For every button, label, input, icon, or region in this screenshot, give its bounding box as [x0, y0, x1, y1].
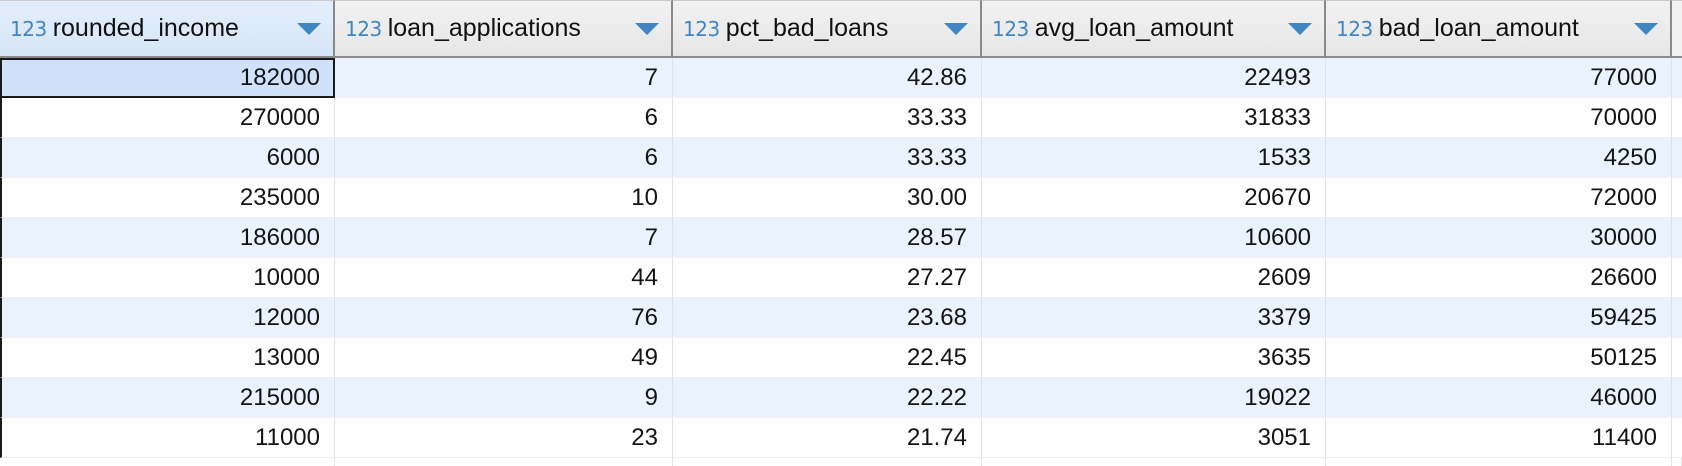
column-header-bad-loan-amount[interactable]: 123 bad_loan_amount: [1326, 0, 1672, 58]
row-filler: [1672, 98, 1682, 138]
sort-dropdown-icon[interactable]: [635, 22, 659, 35]
table-cell-rounded-income[interactable]: 6000: [0, 138, 335, 178]
column-header-label: pct_bad_loans: [725, 14, 889, 42]
table-cell-rounded-income[interactable]: 12000: [0, 298, 335, 338]
sort-dropdown-icon[interactable]: [1634, 22, 1658, 35]
column-header-label: loan_applications: [387, 14, 581, 42]
row-filler: [1672, 298, 1682, 338]
column-header-rounded-income[interactable]: 123 rounded_income: [0, 0, 335, 58]
numeric-type-icon: 123: [683, 16, 720, 41]
table-cell-avg-loan-amount[interactable]: 10600: [982, 218, 1326, 258]
table-cell-rounded-income[interactable]: 186000: [0, 218, 335, 258]
row-filler: [1672, 338, 1682, 378]
table-cell-rounded-income[interactable]: 235000: [0, 178, 335, 218]
table-cell-pct-bad-loans[interactable]: 27.27: [673, 258, 982, 298]
table-cell-bad-loan-amount[interactable]: 72000: [1326, 178, 1672, 218]
table-cell-avg-loan-amount[interactable]: 1533: [982, 138, 1326, 178]
table-cell-bad-loan-amount[interactable]: 4250: [1326, 138, 1672, 178]
table-cell-pct-bad-loans[interactable]: 28.57: [673, 218, 982, 258]
row-filler: [1672, 58, 1682, 98]
table-cell-loan-applications[interactable]: 6: [335, 138, 673, 178]
row-filler: [1672, 418, 1682, 458]
column-header-loan-applications[interactable]: 123 loan_applications: [335, 0, 673, 58]
table-cell-pct-bad-loans[interactable]: 23.68: [673, 298, 982, 338]
header-filler: [1672, 0, 1682, 58]
table-cell-pct-bad-loans[interactable]: 22.45: [673, 338, 982, 378]
table-cell-bad-loan-amount[interactable]: 46000: [1326, 378, 1672, 418]
column-header-pct-bad-loans[interactable]: 123 pct_bad_loans: [673, 0, 982, 58]
table-cell-rounded-income[interactable]: 270000: [0, 98, 335, 138]
table-cell-rounded-income[interactable]: 10000: [0, 258, 335, 298]
table-cell-loan-applications[interactable]: 6: [335, 98, 673, 138]
numeric-type-icon: 123: [10, 16, 47, 41]
table-cell-loan-applications[interactable]: 10: [335, 178, 673, 218]
table-cell-loan-applications[interactable]: 9: [335, 378, 673, 418]
table-cell-pct-bad-loans[interactable]: 30.00: [673, 178, 982, 218]
table-cell-bad-loan-amount[interactable]: 50125: [1326, 338, 1672, 378]
table-cell-avg-loan-amount[interactable]: 20670: [982, 178, 1326, 218]
table-cell-bad-loan-amount[interactable]: 30000: [1326, 218, 1672, 258]
table-cell-bad-loan-amount[interactable]: 77000: [1326, 58, 1672, 98]
table-cell-rounded-income[interactable]: 182000: [0, 58, 335, 98]
table-cell-rounded-income[interactable]: 11000: [0, 418, 335, 458]
table-cell-rounded-income[interactable]: 215000: [0, 378, 335, 418]
sort-dropdown-icon[interactable]: [1288, 22, 1312, 35]
table-cell-pct-bad-loans[interactable]: 22.22: [673, 378, 982, 418]
table-cell-loan-applications[interactable]: 49: [335, 338, 673, 378]
row-filler: [1672, 258, 1682, 298]
partial-row: [335, 458, 673, 466]
partial-row: [1672, 458, 1682, 466]
column-header-label: avg_loan_amount: [1034, 14, 1234, 42]
table-cell-pct-bad-loans[interactable]: 33.33: [673, 98, 982, 138]
row-filler: [1672, 178, 1682, 218]
numeric-type-icon: 123: [1336, 16, 1373, 41]
table-cell-bad-loan-amount[interactable]: 70000: [1326, 98, 1672, 138]
numeric-type-icon: 123: [992, 16, 1029, 41]
column-header-label: bad_loan_amount: [1378, 14, 1579, 42]
row-filler: [1672, 218, 1682, 258]
table-cell-pct-bad-loans[interactable]: 21.74: [673, 418, 982, 458]
partial-row: [0, 458, 335, 466]
table-cell-loan-applications[interactable]: 23: [335, 418, 673, 458]
table-cell-avg-loan-amount[interactable]: 3051: [982, 418, 1326, 458]
table-cell-avg-loan-amount[interactable]: 3379: [982, 298, 1326, 338]
partial-row: [1326, 458, 1672, 466]
table-cell-avg-loan-amount[interactable]: 31833: [982, 98, 1326, 138]
column-header-label: rounded_income: [52, 14, 239, 42]
table-cell-pct-bad-loans[interactable]: 42.86: [673, 58, 982, 98]
table-cell-avg-loan-amount[interactable]: 19022: [982, 378, 1326, 418]
table-cell-avg-loan-amount[interactable]: 3635: [982, 338, 1326, 378]
sort-dropdown-icon[interactable]: [297, 22, 321, 35]
table-cell-bad-loan-amount[interactable]: 59425: [1326, 298, 1672, 338]
table-cell-loan-applications[interactable]: 7: [335, 58, 673, 98]
table-cell-loan-applications[interactable]: 76: [335, 298, 673, 338]
table-cell-bad-loan-amount[interactable]: 11400: [1326, 418, 1672, 458]
table-cell-bad-loan-amount[interactable]: 26600: [1326, 258, 1672, 298]
partial-row: [982, 458, 1326, 466]
column-header-avg-loan-amount[interactable]: 123 avg_loan_amount: [982, 0, 1326, 58]
numeric-type-icon: 123: [345, 16, 382, 41]
row-filler: [1672, 378, 1682, 418]
table-cell-rounded-income[interactable]: 13000: [0, 338, 335, 378]
table-cell-loan-applications[interactable]: 44: [335, 258, 673, 298]
table-cell-loan-applications[interactable]: 7: [335, 218, 673, 258]
table-cell-avg-loan-amount[interactable]: 22493: [982, 58, 1326, 98]
table-cell-pct-bad-loans[interactable]: 33.33: [673, 138, 982, 178]
sort-dropdown-icon[interactable]: [944, 22, 968, 35]
table-cell-avg-loan-amount[interactable]: 2609: [982, 258, 1326, 298]
row-filler: [1672, 138, 1682, 178]
partial-row: [673, 458, 982, 466]
